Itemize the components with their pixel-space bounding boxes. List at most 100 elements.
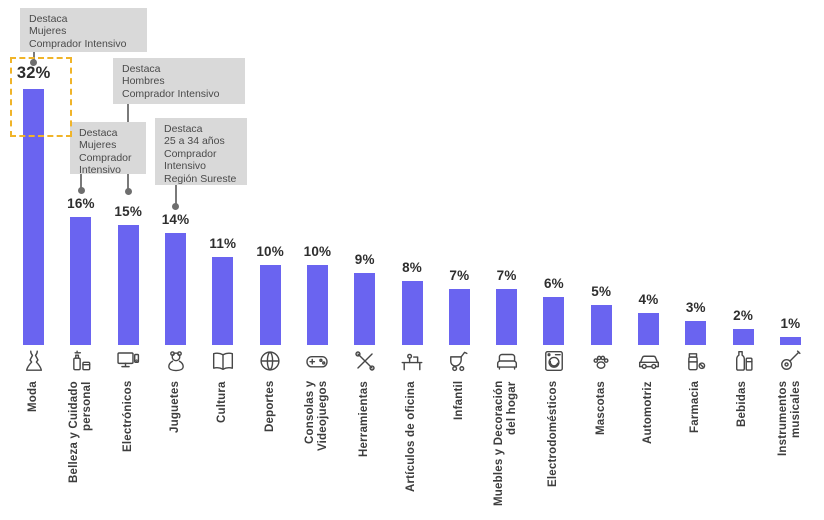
category-label: Deportes	[263, 381, 276, 433]
annotation-dot	[172, 203, 179, 210]
bar-value-label: 4%	[638, 292, 659, 307]
beverage-icon	[730, 347, 756, 374]
axis-item: Bebidas	[719, 347, 766, 515]
washing-machine-icon	[541, 347, 567, 374]
bar	[259, 265, 281, 345]
axis-item: Muebles y Decoración del hogar	[483, 347, 530, 515]
category-column: 10%	[246, 244, 293, 345]
bar-value-label: 3%	[685, 300, 706, 315]
annotation-connector-moda	[33, 50, 35, 61]
bar	[401, 281, 423, 345]
bar-value-label: 7%	[496, 268, 517, 283]
bars-area: 32% 16% 15% 14% 11% 10% 10% 9% 8% 7% 7% 6% 5% 4% 3% 2% 1…	[10, 0, 814, 345]
category-label: Consolas y Videojuegos	[304, 381, 330, 452]
category-column: 10%	[294, 244, 341, 345]
bar-value-label: 10%	[303, 244, 332, 259]
category-column: 4%	[625, 292, 672, 345]
bar	[685, 321, 707, 345]
category-column: 32%	[10, 64, 57, 345]
bar-value-label: 32%	[16, 64, 51, 82]
bar	[732, 329, 754, 345]
bar-value-label: 11%	[209, 236, 237, 251]
bar	[117, 225, 139, 345]
tools-icon	[352, 347, 378, 374]
axis-item: Automotriz	[625, 347, 672, 515]
category-column: 15%	[105, 204, 152, 345]
category-label: Juguetes	[168, 381, 181, 434]
bar-value-label: 14%	[161, 212, 190, 227]
bar	[779, 337, 801, 345]
axis-item: Infantil	[436, 347, 483, 515]
car-icon	[636, 347, 662, 374]
bar	[448, 289, 470, 345]
axis-item: Deportes	[246, 347, 293, 515]
axis-item: Mascotas	[578, 347, 625, 515]
bar-value-label: 15%	[114, 204, 143, 219]
category-label: Belleza y Cuidado personal	[67, 381, 93, 483]
category-column: 8%	[388, 260, 435, 345]
monitor-icon	[115, 347, 141, 374]
category-column: 5%	[578, 284, 625, 345]
bar	[354, 273, 376, 345]
category-label: Electrodomésticos	[547, 381, 560, 488]
axis-item: Consolas y Videojuegos	[294, 347, 341, 515]
bar-value-label: 7%	[449, 268, 470, 283]
category-column: 7%	[483, 268, 530, 345]
pet-paw-icon	[588, 347, 614, 374]
category-column: 9%	[341, 252, 388, 345]
annotation-dot	[125, 188, 132, 195]
bar	[306, 265, 328, 345]
axis-item: Cultura	[199, 347, 246, 515]
category-label: Bebidas	[736, 381, 749, 428]
bar-value-label: 10%	[256, 244, 284, 259]
bar-value-label: 2%	[733, 308, 754, 323]
category-label: Herramientas	[358, 381, 371, 457]
cosmetics-icon	[68, 347, 94, 374]
axis-item: Herramientas	[341, 347, 388, 515]
category-label: Mascotas	[594, 381, 607, 436]
category-column: 7%	[436, 268, 483, 345]
category-label: Muebles y Decoración del hogar	[493, 381, 519, 507]
annotation-box-belleza: Destaca Mujeres Comprador Intensivo	[70, 122, 146, 176]
annotation-connector-belleza	[80, 172, 82, 189]
dress-icon	[21, 347, 47, 374]
axis-item: Instrumentos musicales	[767, 347, 814, 515]
category-column: 3%	[672, 300, 719, 345]
bar	[590, 305, 612, 345]
bar-value-label: 5%	[591, 284, 612, 299]
category-column: 16%	[57, 196, 104, 345]
axis-item: Juguetes	[152, 347, 199, 515]
category-column: 14%	[152, 212, 199, 345]
guitar-icon	[777, 347, 803, 374]
book-icon	[210, 347, 236, 374]
axis-item: Farmacia	[672, 347, 719, 515]
category-column: 11%	[199, 236, 246, 345]
category-axis: Moda Belleza y Cuidado personal Electrónic…	[10, 347, 814, 515]
annotation-box-moda: Destaca Mujeres Comprador Intensivo	[20, 8, 147, 52]
axis-item: Belleza y Cuidado personal	[57, 347, 104, 515]
category-column: 6%	[530, 276, 577, 345]
axis-item: Electrónicos	[105, 347, 152, 515]
category-label: Artículos de oficina	[405, 381, 418, 492]
annotation-dot	[78, 187, 85, 194]
bar	[70, 217, 92, 345]
bar-value-label: 8%	[402, 260, 422, 275]
bar	[638, 313, 659, 345]
category-label: Farmacia	[689, 381, 702, 434]
annotation-box-electronicos: Destaca Hombres Comprador Intensivo	[113, 58, 245, 104]
ball-icon	[257, 347, 283, 374]
bar-value-label: 9%	[354, 252, 375, 267]
annotation-dot	[30, 59, 37, 66]
bar-value-label: 6%	[543, 276, 564, 291]
category-label: Electrónicos	[121, 381, 134, 453]
office-desk-icon	[399, 347, 425, 374]
bar	[543, 297, 565, 345]
bar	[496, 289, 518, 345]
category-column: 1%	[767, 316, 814, 345]
bar	[212, 257, 234, 345]
category-label: Moda	[27, 381, 40, 412]
bar-value-label: 1%	[780, 316, 801, 331]
category-label: Infantil	[452, 381, 465, 421]
category-column: 2%	[719, 308, 766, 345]
pharmacy-icon	[683, 347, 709, 374]
